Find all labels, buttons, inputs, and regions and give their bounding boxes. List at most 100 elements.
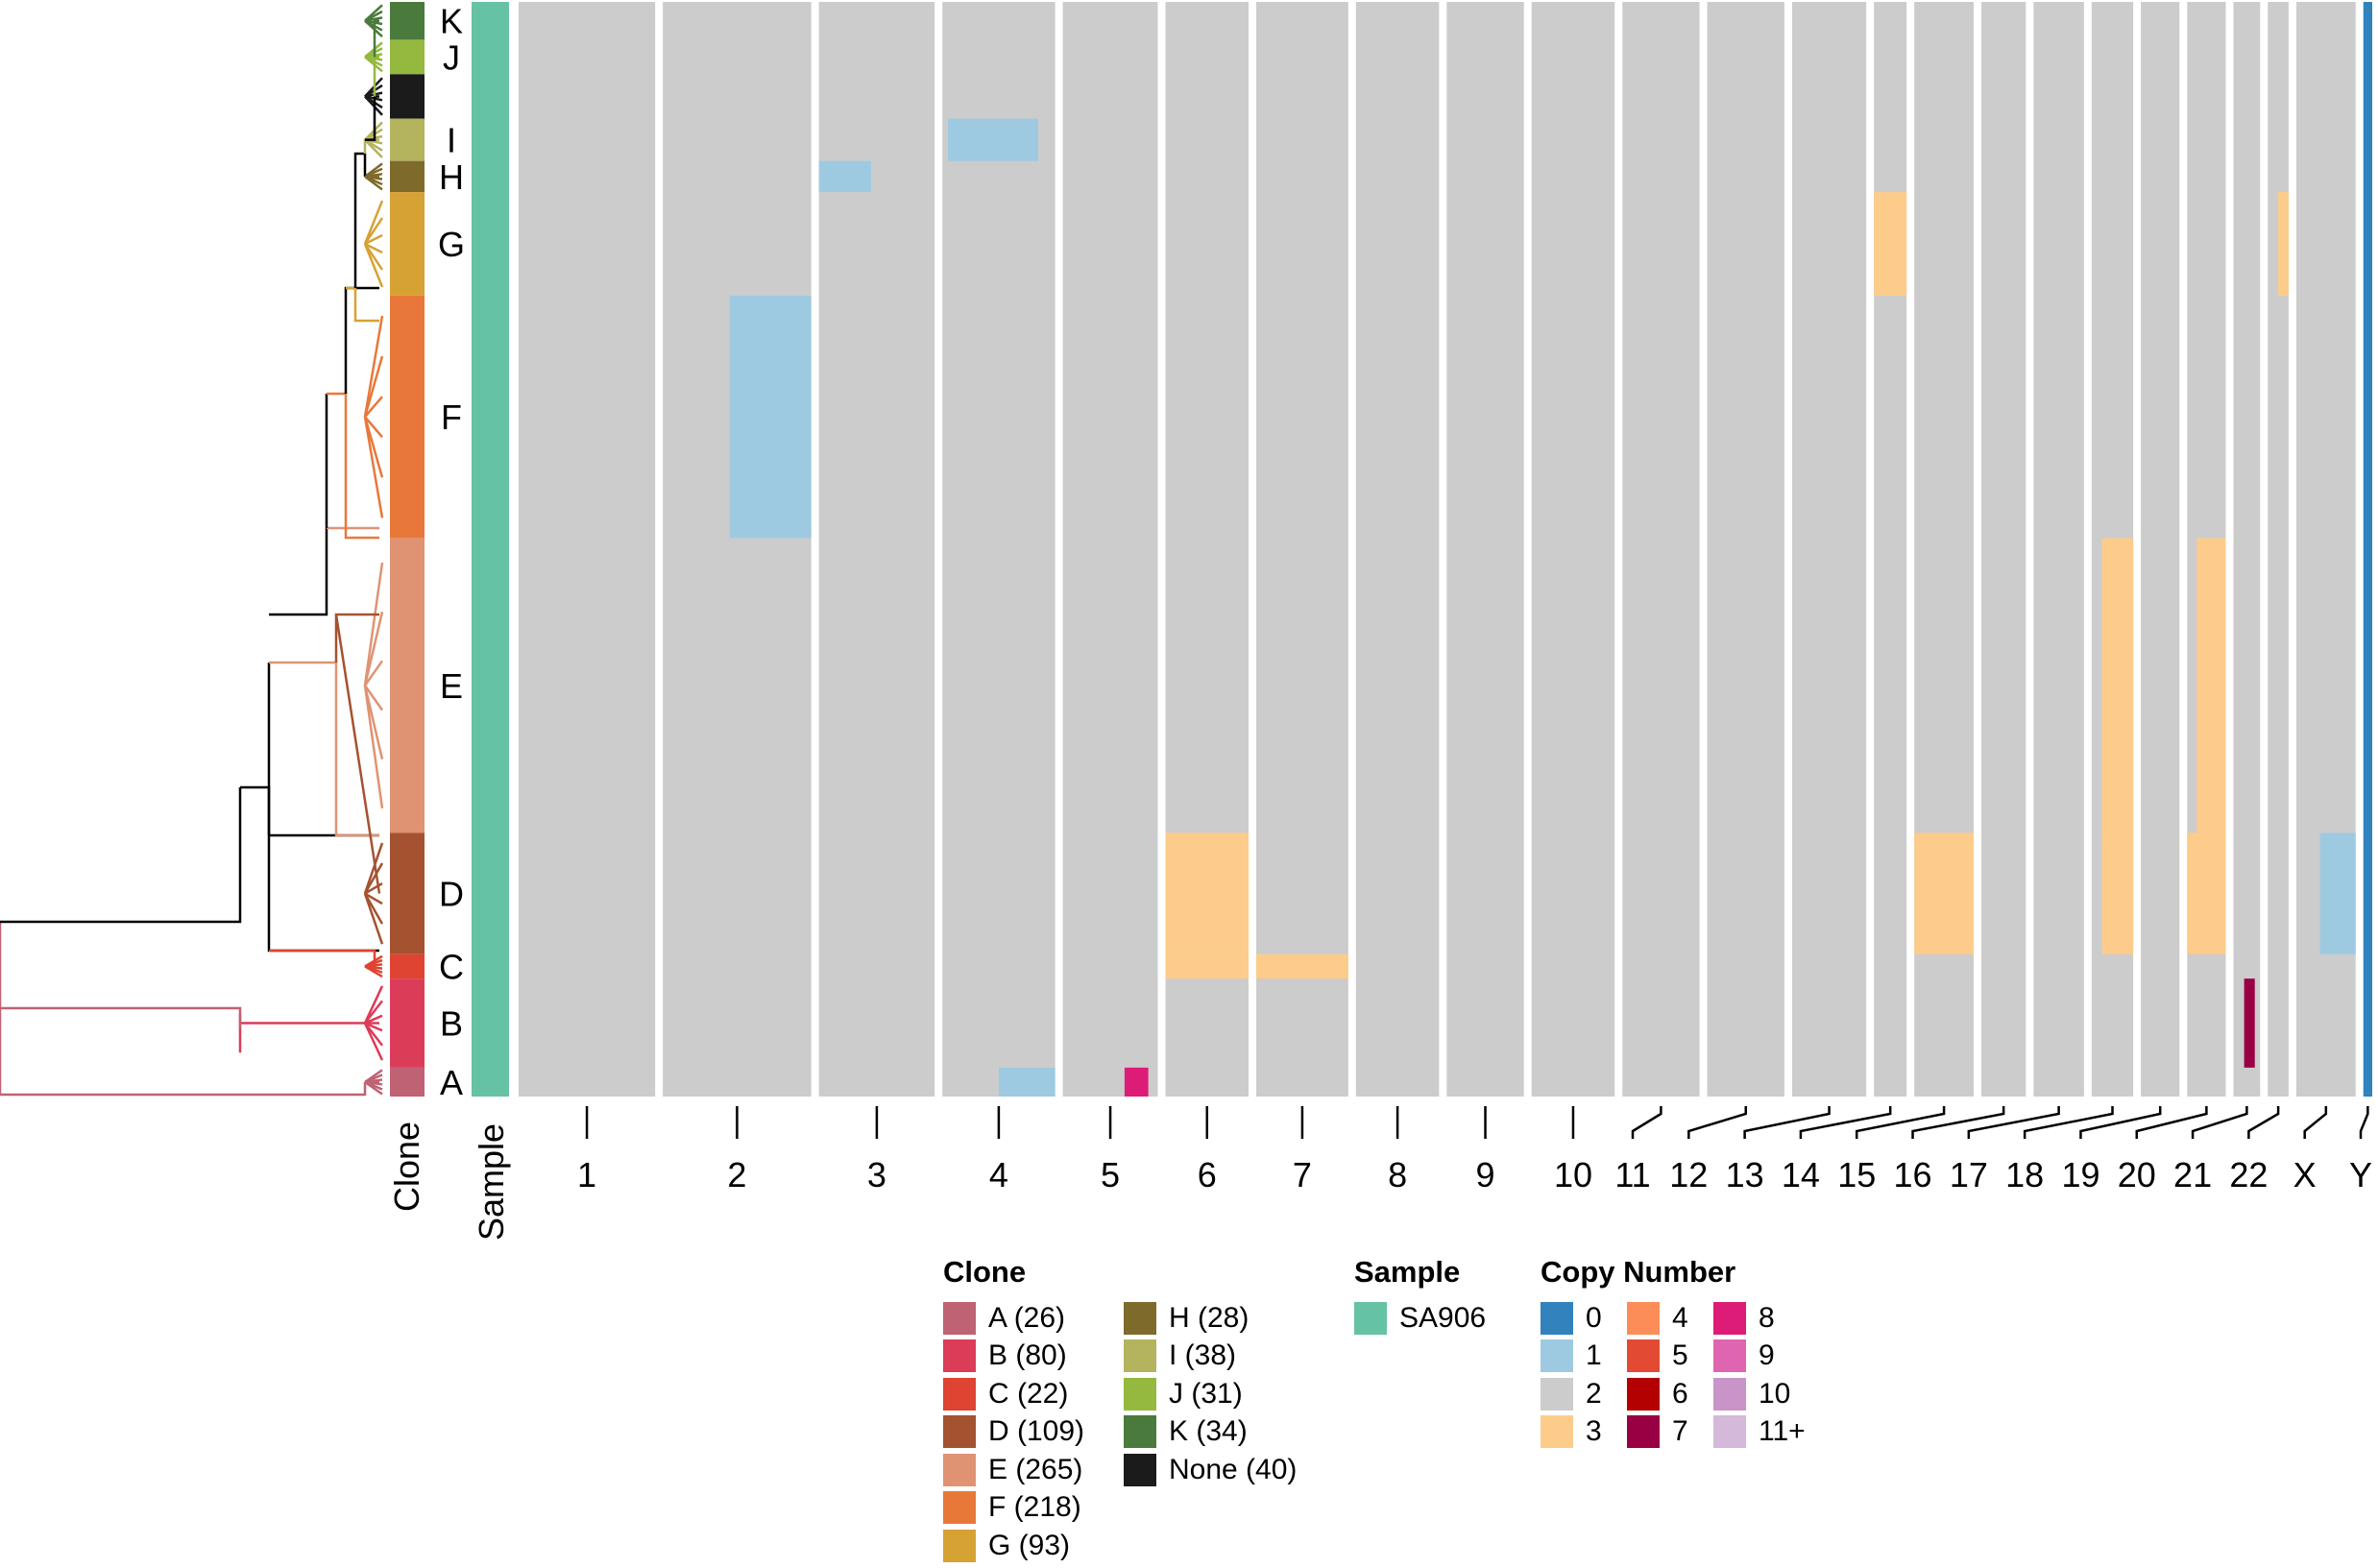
tree-branch xyxy=(363,660,384,687)
legend-cn-9-swatch xyxy=(1713,1339,1746,1373)
tree-branch xyxy=(0,1006,242,1028)
legend-clone-c-label: C (22) xyxy=(988,1377,1069,1410)
legend-clone-j-label: J (31) xyxy=(1169,1377,1243,1410)
chr-label-21: 21 xyxy=(2173,1155,2212,1194)
legend-cn-10: 10 xyxy=(1713,1375,1806,1413)
chr-label-4: 4 xyxy=(989,1155,1008,1194)
legend-clone-e-label: E (265) xyxy=(988,1453,1083,1485)
sample-legend: Sample SA906 xyxy=(1354,1255,1486,1335)
chr-tick-X xyxy=(2303,1106,2328,1139)
chr-block-7 xyxy=(1256,2,1348,1097)
chr-label-2: 2 xyxy=(727,1155,746,1194)
cn-segment-c-chr7 xyxy=(1256,953,1348,979)
chromosome-axis: 1 2 3 4 5 6 7 8 9 10 11 12 13 14 15 16 17 18 19 20 21 22 X Y xyxy=(577,1106,2372,1194)
tree-branch xyxy=(363,200,384,245)
legend-clone-f-swatch xyxy=(943,1491,976,1525)
chr-tick-19 xyxy=(2079,1106,2162,1139)
tree-branch xyxy=(363,611,384,687)
chr-tick-21 xyxy=(2191,1106,2248,1139)
clone-bar-f xyxy=(390,295,425,539)
legend-clone-g-swatch xyxy=(943,1529,976,1562)
tree-branch xyxy=(364,396,383,418)
chr-label-10: 10 xyxy=(1554,1155,1592,1194)
chr-tick-17 xyxy=(1967,1106,2060,1139)
cn-segment-f-chr2 xyxy=(729,295,812,539)
cn-segment-a-chr4 xyxy=(998,1067,1056,1097)
clone-legend-title: Clone xyxy=(943,1255,1027,1289)
chr-label-11: 11 xyxy=(1614,1155,1650,1194)
legend-cn-2-label: 2 xyxy=(1586,1377,1602,1410)
clone-bar-none xyxy=(390,74,425,119)
tree-branch xyxy=(363,893,384,945)
legend-cn-6-swatch xyxy=(1627,1377,1660,1411)
legend-cn-7-label: 7 xyxy=(1672,1415,1688,1448)
legend-cn-8-swatch xyxy=(1713,1301,1746,1335)
cn-segment-b-chr21 xyxy=(2244,978,2255,1068)
tree-branch xyxy=(0,787,242,924)
tree-branch xyxy=(364,1000,383,1025)
tree-branch xyxy=(364,892,383,905)
legend-clone-f-label: F (218) xyxy=(988,1491,1081,1524)
legend-cn-5-label: 5 xyxy=(1672,1339,1688,1372)
phylogenetic-tree xyxy=(0,4,384,1097)
legend-sample-sa906-swatch xyxy=(1354,1301,1387,1335)
cn-segment-e-chr18 xyxy=(2101,538,2134,833)
cn-segment-d-chrX xyxy=(2319,832,2356,954)
chr-block-19 xyxy=(2141,2,2180,1097)
clone-bar-c xyxy=(390,953,425,979)
legend-clone-f: F (218) xyxy=(943,1489,1084,1528)
legend-clone-h-label: H (28) xyxy=(1169,1301,1250,1334)
chr-block-10 xyxy=(1531,2,1615,1097)
cn-segment-d-chr6 xyxy=(1165,832,1250,954)
chr-tick-16 xyxy=(1911,1106,2005,1139)
legend-cn-10-swatch xyxy=(1713,1377,1746,1411)
tree-branch xyxy=(364,175,383,191)
legend-clone-k-label: K (34) xyxy=(1169,1415,1248,1448)
chr-block-Y xyxy=(2363,2,2372,1097)
legend-clone-i-label: I (38) xyxy=(1169,1339,1237,1372)
legend-clone-i: I (38) xyxy=(1124,1338,1297,1376)
tree-branch xyxy=(364,138,383,158)
clone-label-b: B xyxy=(440,1004,463,1044)
legend-clone-b-label: B (80) xyxy=(988,1339,1067,1372)
clone-bar-j xyxy=(390,39,425,75)
cn-segment-h-chr3 xyxy=(818,160,871,193)
tree-branch xyxy=(363,217,384,245)
chr-block-1 xyxy=(519,2,656,1097)
legend-clone-b: B (80) xyxy=(943,1338,1084,1376)
chr-label-14: 14 xyxy=(1782,1155,1820,1194)
legend-clone-j-swatch xyxy=(1124,1377,1156,1411)
tree-branch xyxy=(344,286,379,394)
tree-branch xyxy=(363,243,384,288)
tree-branch xyxy=(363,985,384,1025)
tree-branch xyxy=(363,562,384,687)
legend-cn-3-swatch xyxy=(1541,1415,1573,1449)
clone-label-j: J xyxy=(443,37,460,77)
tree-branch xyxy=(363,862,384,895)
clone-bar-a xyxy=(390,1067,425,1097)
sample-annotation-bar xyxy=(472,2,509,1097)
legend-clone-i-swatch xyxy=(1124,1339,1156,1373)
clone-bar-i xyxy=(390,118,425,161)
sample-bar-sa906 xyxy=(472,2,509,1097)
legend-clone-k: K (34) xyxy=(1124,1413,1297,1452)
legend-clone-g-label: G (93) xyxy=(988,1529,1071,1561)
chr-label-16: 16 xyxy=(1894,1155,1932,1194)
legend-cn-4-swatch xyxy=(1627,1301,1660,1335)
sample-axis-label: Sample xyxy=(472,1123,511,1241)
legend-clone-e: E (265) xyxy=(943,1451,1084,1489)
chr-label-17: 17 xyxy=(1950,1155,1988,1194)
legend-sample-sa906: SA906 xyxy=(1354,1299,1486,1338)
chr-label-12: 12 xyxy=(1669,1155,1708,1194)
chr-block-16 xyxy=(1980,2,2026,1097)
clone-label-d: D xyxy=(439,875,464,914)
chr-block-2 xyxy=(663,2,812,1097)
chr-tick-Y xyxy=(2359,1106,2369,1139)
chr-label-19: 19 xyxy=(2061,1155,2099,1194)
legend-clone-c-swatch xyxy=(943,1377,976,1411)
legend-clone-a-swatch xyxy=(943,1301,976,1335)
legend-cn-4-label: 4 xyxy=(1672,1301,1688,1334)
legend-cn-11plus: 11+ xyxy=(1713,1413,1806,1452)
cn-segment-e-chr20 xyxy=(2196,538,2226,833)
